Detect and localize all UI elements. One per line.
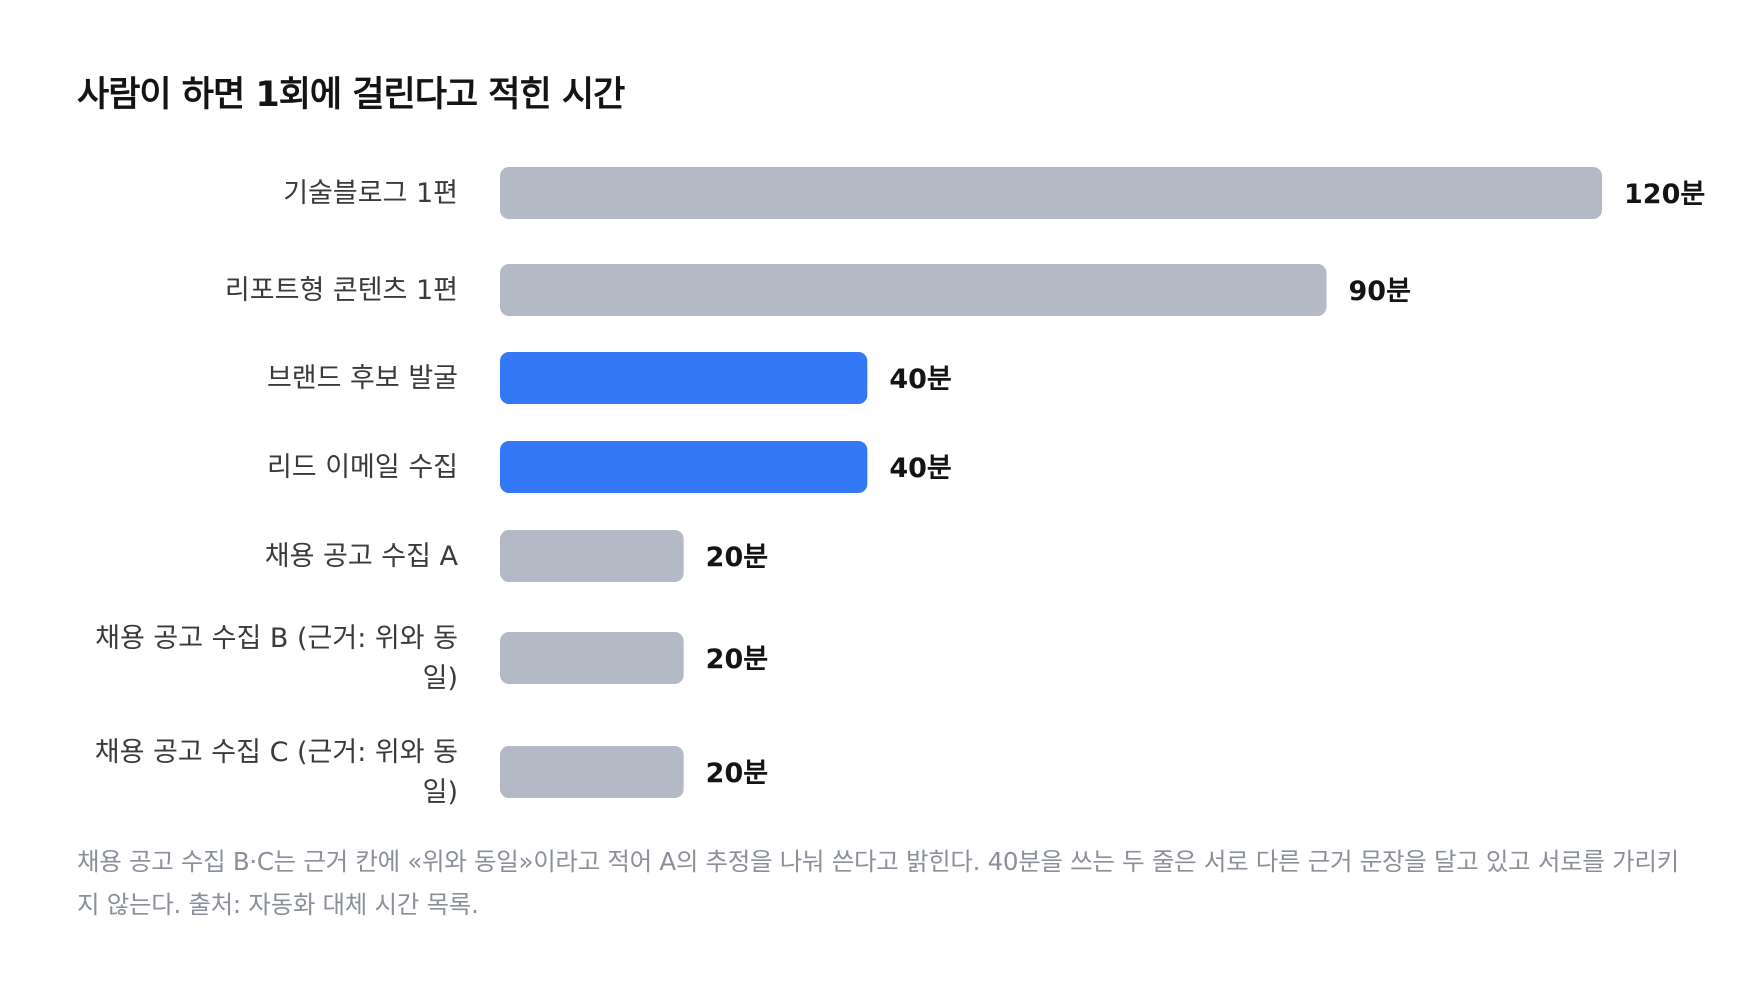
category-label: 채용 공고 수집 A bbox=[265, 541, 459, 572]
category-label: 채용 공고 수집 C (근거: 위와 동 일) bbox=[95, 737, 458, 808]
chart-caption: 채용 공고 수집 B·C는 근거 칸에 «위와 동일»이라고 적어 A의 추정을… bbox=[77, 847, 1679, 919]
bar bbox=[500, 441, 868, 493]
bar bbox=[500, 530, 684, 582]
category-label: 리드 이메일 수집 bbox=[267, 452, 458, 483]
chart-title: 사람이 하면 1회에 걸린다고 적힌 시간 bbox=[77, 75, 625, 115]
value-label: 20분 bbox=[706, 542, 768, 573]
value-label: 20분 bbox=[706, 758, 768, 789]
bar bbox=[500, 264, 1327, 316]
value-label: 40분 bbox=[889, 453, 951, 484]
bar bbox=[500, 167, 1602, 219]
value-label: 90분 bbox=[1349, 276, 1411, 307]
value-label: 40분 bbox=[889, 364, 951, 395]
category-label: 기술블로그 1편 bbox=[283, 178, 458, 209]
category-label: 채용 공고 수집 B (근거: 위와 동 일) bbox=[95, 623, 458, 694]
value-label: 20분 bbox=[706, 644, 768, 675]
bar bbox=[500, 352, 868, 404]
category-label: 브랜드 후보 발굴 bbox=[267, 363, 458, 394]
category-label: 리포트형 콘텐츠 1편 bbox=[225, 275, 458, 306]
bar bbox=[500, 632, 684, 684]
bar bbox=[500, 746, 684, 798]
value-label: 120분 bbox=[1624, 179, 1705, 210]
